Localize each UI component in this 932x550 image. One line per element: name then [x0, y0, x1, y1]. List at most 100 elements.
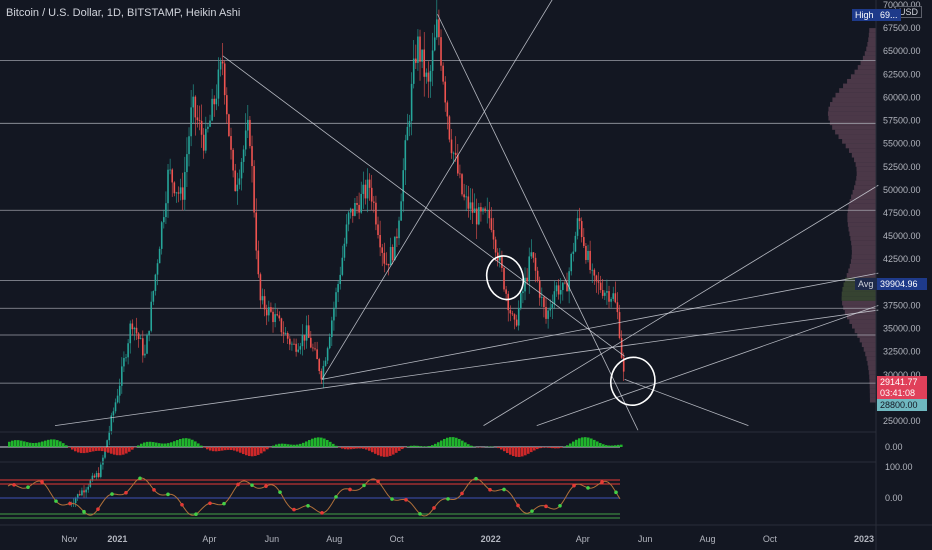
candle-body [450, 139, 453, 154]
candle-body [148, 330, 150, 336]
candle-body [408, 120, 411, 127]
volume-profile-bar [848, 226, 876, 232]
candle-body [81, 490, 83, 496]
trend-line [624, 379, 749, 426]
oscillator-bar [533, 447, 536, 451]
oscillator-bar [428, 445, 431, 447]
candle-body [482, 208, 484, 212]
candle-body [564, 282, 566, 284]
candle-body [566, 282, 568, 292]
candle-body [417, 36, 419, 63]
candle-body [108, 431, 111, 441]
volume-profile-bar [850, 74, 876, 79]
oscillator-bar [188, 438, 191, 447]
oscillator-dot [138, 476, 142, 481]
trend-lines[interactable] [54, 0, 879, 431]
oscillator-bar [566, 445, 569, 447]
candle-body [391, 246, 394, 261]
oscillator-bar [314, 437, 317, 447]
oscillator-bar [203, 447, 206, 448]
candle-body [276, 314, 279, 316]
candle-body [444, 81, 447, 103]
oscillator-bar [557, 447, 560, 449]
candle-body [127, 343, 129, 358]
oscillator-bar [266, 447, 269, 450]
oscillator-bar [209, 447, 212, 451]
volume-profile-bar [868, 32, 876, 38]
oscillator-bar [239, 447, 242, 453]
candle-body [337, 284, 339, 293]
candle-body [572, 251, 575, 254]
candle-body [95, 473, 98, 478]
candle-body [528, 256, 531, 282]
volume-profile-bar [868, 37, 876, 42]
oscillator-bar [275, 444, 278, 447]
volume-profile-bar [847, 208, 876, 213]
oscillator-bar [227, 447, 230, 450]
oscillator-bar [278, 443, 281, 447]
candle-body [121, 366, 123, 386]
candle-body [295, 343, 297, 352]
candle-body [410, 83, 413, 121]
candle-body [349, 208, 352, 213]
low-line-badge: 28800.00 [877, 399, 927, 411]
candle-body [181, 187, 184, 200]
oscillator-bar [131, 447, 134, 450]
oscillator-bar [95, 447, 98, 451]
candle-body [322, 365, 325, 380]
oscillator-bar [452, 437, 455, 447]
oscillator-bar [308, 440, 311, 447]
volume-profile-bar [828, 106, 876, 112]
oscillator-dot [292, 507, 296, 512]
candle-body [234, 170, 237, 192]
candle-body [513, 314, 516, 320]
oscillator-bar [23, 441, 26, 447]
oscillator-bar [179, 439, 182, 447]
candle-body [110, 415, 113, 432]
oscillator-bar [575, 439, 578, 447]
volume-profile-bar [839, 88, 876, 93]
candle-body [223, 63, 226, 96]
oscillator-dot [600, 480, 604, 484]
candle-body [471, 202, 474, 213]
oscillator-bar [539, 447, 542, 449]
candle-body [423, 49, 426, 77]
volume-profile-bar [856, 176, 876, 181]
candle-body [467, 196, 470, 209]
oscillator-bar [77, 447, 80, 453]
volume-profile-bar [866, 356, 876, 361]
oscillator-bar [59, 441, 62, 447]
candle-body [213, 98, 216, 105]
oscillator-bar [305, 441, 308, 447]
oscillator-bar [158, 443, 161, 447]
oscillator-bar [281, 443, 284, 447]
oscillator-bar [17, 440, 20, 447]
volume-profile-bar [842, 139, 876, 144]
volume-profile-bar [868, 370, 876, 375]
volume-profile-bar [847, 222, 876, 227]
price-tick-label: 50000.00 [883, 185, 921, 195]
oscillator-bar [26, 442, 29, 447]
oscillator-dot [264, 484, 268, 488]
oscillator-bar [362, 447, 365, 449]
oscillator-bar [572, 441, 575, 447]
candle-body [142, 338, 144, 356]
candle-body [261, 296, 264, 301]
high-value-badge: 69... [877, 9, 901, 21]
candle-body [421, 49, 423, 62]
oscillator-bar [365, 447, 368, 450]
oscillator-bar [425, 446, 428, 447]
oscillator-bar [68, 447, 71, 448]
volume-profile-bar [855, 162, 876, 167]
oscillator-bar [413, 445, 416, 447]
oscillator-bar [437, 442, 440, 447]
oscillator-dot [348, 487, 352, 492]
oscillator-bar [593, 439, 596, 447]
time-tick-label: Nov [61, 534, 78, 544]
candle-body [190, 107, 192, 137]
oscillator-bar [596, 441, 599, 447]
candle-body [394, 236, 396, 261]
candle-body [366, 179, 369, 199]
volume-profile-bar [869, 397, 876, 403]
